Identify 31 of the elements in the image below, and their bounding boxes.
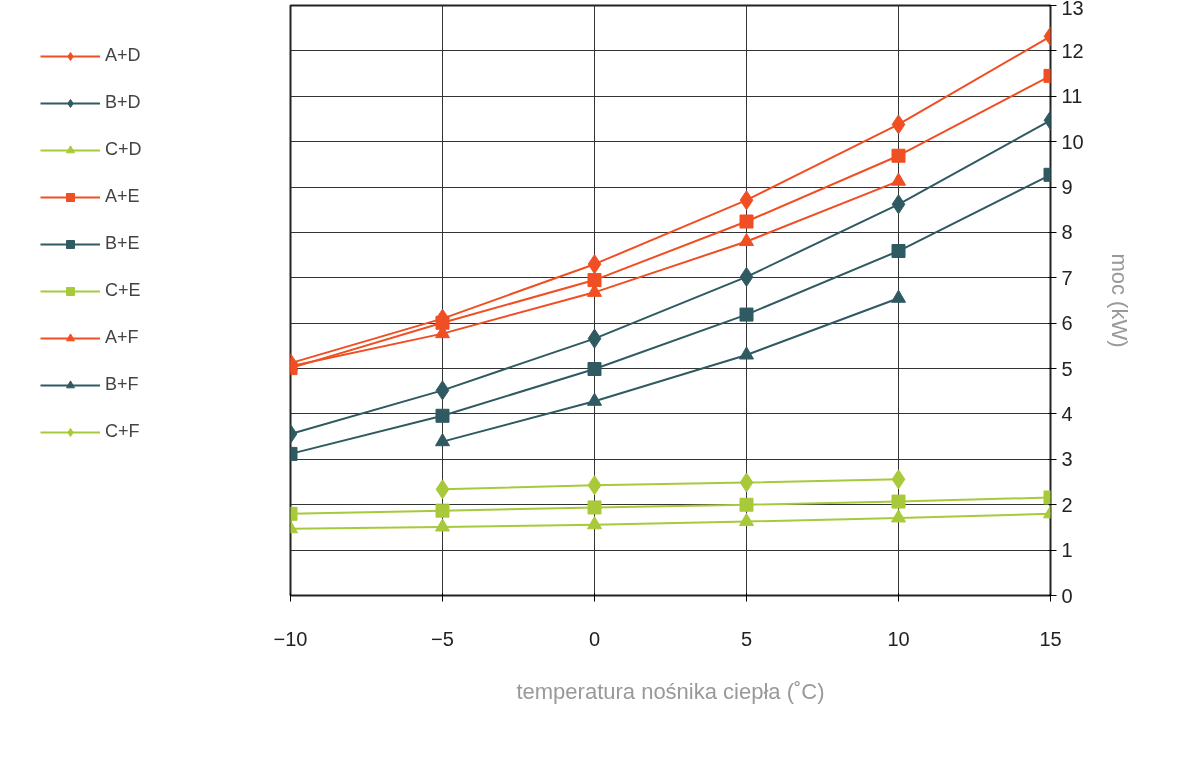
y-tick-label: 11 xyxy=(1061,85,1083,108)
legend-label: B+E xyxy=(105,233,140,254)
y-tick-label: 6 xyxy=(1061,312,1073,335)
y-tick-label: 13 xyxy=(1061,0,1084,19)
y-tick-label: 9 xyxy=(1061,176,1073,199)
legend-label: B+F xyxy=(105,374,139,395)
y-tick-label: 8 xyxy=(1061,221,1073,244)
y-tick-label: 2 xyxy=(1061,493,1073,516)
y-tick-label: 12 xyxy=(1061,39,1084,62)
y-tick-label: 5 xyxy=(1061,357,1073,380)
y-tick-label: 4 xyxy=(1061,402,1073,425)
y-tick-label: 7 xyxy=(1061,266,1073,289)
x-tick-label: −5 xyxy=(431,627,454,650)
x-axis-title: temperatura nośnika ciepła (˚C) xyxy=(516,678,825,704)
legend-label: A+E xyxy=(105,186,140,207)
y-tick-label: 1 xyxy=(1061,539,1073,562)
x-tick-label: 5 xyxy=(740,627,753,650)
y-tick-label: 0 xyxy=(1061,584,1073,607)
x-tick-label: 15 xyxy=(1039,627,1062,650)
legend-label: B+D xyxy=(105,92,141,113)
x-tick-label: 10 xyxy=(887,627,910,650)
legend-label: C+D xyxy=(105,139,142,160)
y-tick-label: 3 xyxy=(1061,448,1073,471)
legend-label: C+F xyxy=(105,421,140,442)
x-tick-label: 0 xyxy=(588,627,601,650)
y-axis-title: moc (kW) xyxy=(1106,253,1132,348)
legend-label: A+F xyxy=(105,327,139,348)
legend-label: A+D xyxy=(105,45,141,66)
x-tick-label: −10 xyxy=(273,627,308,650)
legend-label: C+E xyxy=(105,280,141,301)
y-tick-label: 10 xyxy=(1061,130,1084,153)
